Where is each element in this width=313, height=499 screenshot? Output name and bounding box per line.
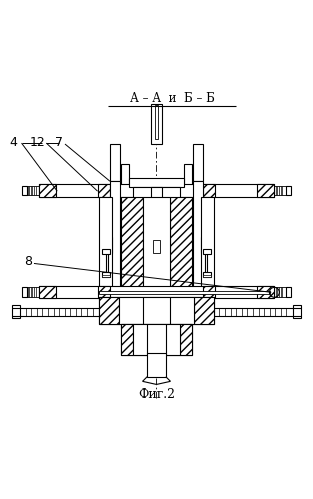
Bar bbox=[121, 324, 133, 355]
Bar bbox=[203, 249, 211, 254]
Bar bbox=[133, 188, 180, 228]
Bar bbox=[119, 296, 194, 324]
Bar bbox=[102, 249, 110, 254]
Text: 8: 8 bbox=[24, 255, 32, 268]
Bar bbox=[121, 324, 192, 355]
Bar bbox=[102, 237, 111, 252]
Bar bbox=[203, 286, 215, 297]
Bar bbox=[286, 186, 291, 195]
Bar bbox=[99, 291, 270, 293]
Bar bbox=[98, 286, 110, 297]
Bar bbox=[129, 178, 184, 188]
Bar bbox=[155, 218, 158, 226]
Bar bbox=[193, 181, 203, 290]
Bar bbox=[203, 184, 215, 197]
Bar bbox=[257, 184, 275, 197]
Bar bbox=[102, 272, 110, 277]
Bar bbox=[99, 296, 214, 324]
Bar bbox=[151, 104, 162, 144]
Bar bbox=[286, 287, 291, 296]
Bar bbox=[38, 184, 275, 197]
Bar bbox=[203, 274, 211, 277]
Bar bbox=[121, 164, 129, 188]
Bar bbox=[133, 324, 180, 355]
Bar bbox=[155, 105, 158, 139]
Bar bbox=[257, 286, 275, 297]
Bar bbox=[203, 272, 211, 277]
Bar bbox=[193, 144, 203, 181]
Bar bbox=[110, 144, 120, 181]
Bar bbox=[293, 305, 301, 318]
Bar bbox=[194, 296, 214, 324]
Bar bbox=[22, 186, 27, 195]
Bar bbox=[22, 287, 27, 296]
Bar bbox=[202, 237, 211, 252]
Text: 7: 7 bbox=[55, 136, 63, 149]
Bar bbox=[102, 274, 110, 277]
Bar bbox=[153, 240, 160, 252]
Bar bbox=[99, 197, 111, 290]
Bar bbox=[12, 305, 20, 318]
Text: 4: 4 bbox=[10, 136, 18, 149]
Text: 12: 12 bbox=[29, 136, 45, 149]
Bar bbox=[38, 184, 56, 197]
Bar bbox=[202, 197, 214, 290]
Bar bbox=[147, 353, 166, 377]
Text: Фиг.2: Фиг.2 bbox=[138, 388, 175, 401]
Bar bbox=[98, 184, 110, 197]
Bar bbox=[142, 197, 171, 290]
Bar bbox=[180, 324, 192, 355]
Bar bbox=[38, 286, 275, 297]
Bar bbox=[121, 197, 142, 290]
Text: А – А  и  Б – Б: А – А и Б – Б bbox=[130, 92, 214, 105]
Bar bbox=[99, 296, 119, 324]
Bar bbox=[151, 188, 162, 225]
Bar bbox=[184, 164, 192, 188]
Bar bbox=[110, 181, 120, 290]
Bar bbox=[171, 197, 192, 290]
Bar bbox=[38, 286, 56, 297]
